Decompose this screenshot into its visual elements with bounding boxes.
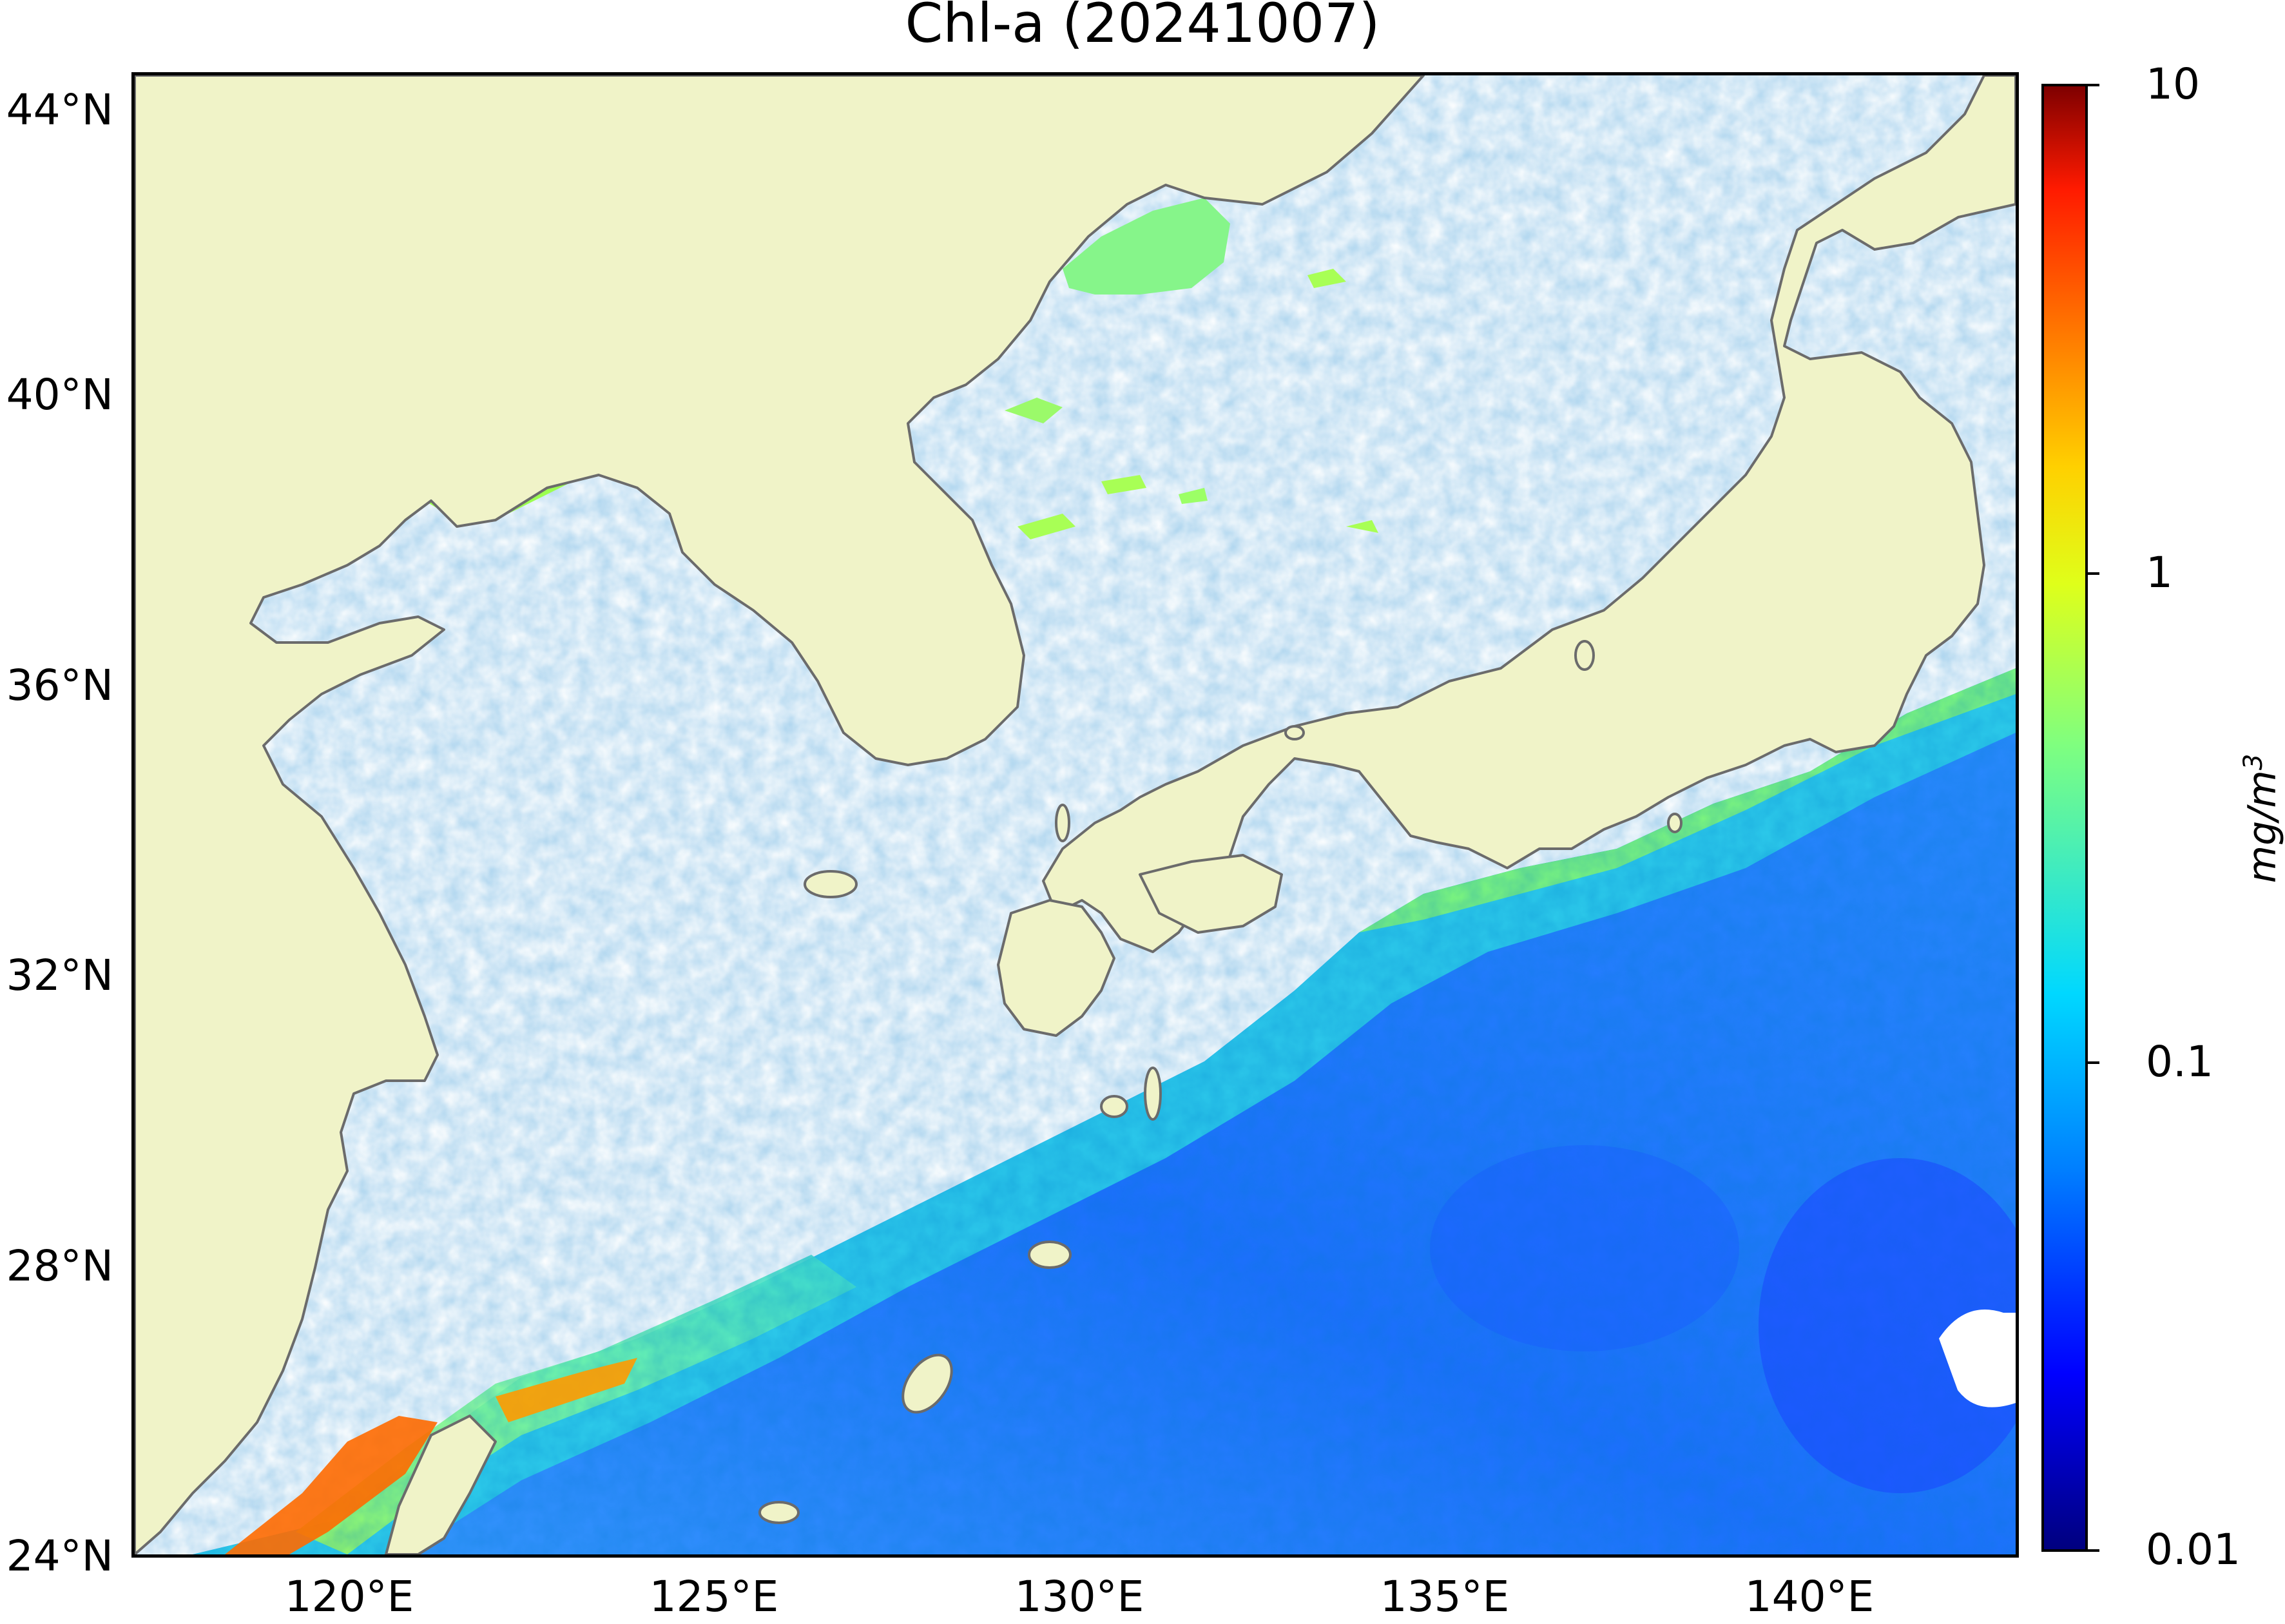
izu-oshima-island [1667, 813, 1682, 833]
shikoku [1139, 854, 1283, 934]
lon-label-135: 135°E [1380, 1572, 1510, 1621]
lon-label-140: 140°E [1744, 1572, 1875, 1621]
lat-label-40: 40°N [6, 370, 113, 420]
colorbar-label-1: 1 [2146, 548, 2173, 597]
colorbar-tick-1 [2088, 572, 2099, 575]
lat-label-24: 24°N [6, 1531, 113, 1581]
tanegashima-island [1144, 1067, 1162, 1121]
lat-label-44: 44°N [6, 85, 113, 135]
lon-label-130: 130°E [1014, 1572, 1144, 1621]
yakushima-island [1100, 1095, 1128, 1118]
colorbar-label-10: 10 [2146, 59, 2200, 109]
map-title: Chl-a (20241007) [905, 0, 1380, 55]
taiwan [385, 1415, 497, 1554]
colorbar-label-0-01: 0.01 [2146, 1525, 2241, 1574]
land-layer [135, 75, 2016, 1554]
colorbar-label-0-1: 0.1 [2146, 1037, 2213, 1087]
colorbar-tick-10 [2088, 84, 2099, 86]
miyako-island [758, 1501, 800, 1524]
lon-label-120: 120°E [284, 1572, 414, 1621]
lon-label-125: 125°E [649, 1572, 779, 1621]
okinawa-island [901, 1353, 953, 1414]
colorbar-tick-0-1 [2088, 1061, 2099, 1064]
map-panel [131, 72, 2019, 1558]
mainland-asia [135, 75, 1425, 1554]
colorbar-unit-label: mg/m3 [2239, 753, 2285, 884]
map-canvas [135, 75, 2016, 1554]
amami-island [1028, 1241, 1072, 1269]
north-patches [1005, 198, 1378, 539]
lat-label-36: 36°N [6, 661, 113, 710]
oki-island [1284, 725, 1305, 740]
colorbar [2041, 84, 2088, 1552]
jeju-island [804, 870, 858, 898]
sado-island [1574, 640, 1595, 671]
colorbar-tick-0-01 [2088, 1549, 2099, 1552]
tsushima-island [1055, 804, 1070, 842]
lat-label-28: 28°N [6, 1241, 113, 1291]
kyushu [997, 899, 1115, 1037]
lat-label-32: 32°N [6, 951, 113, 1000]
